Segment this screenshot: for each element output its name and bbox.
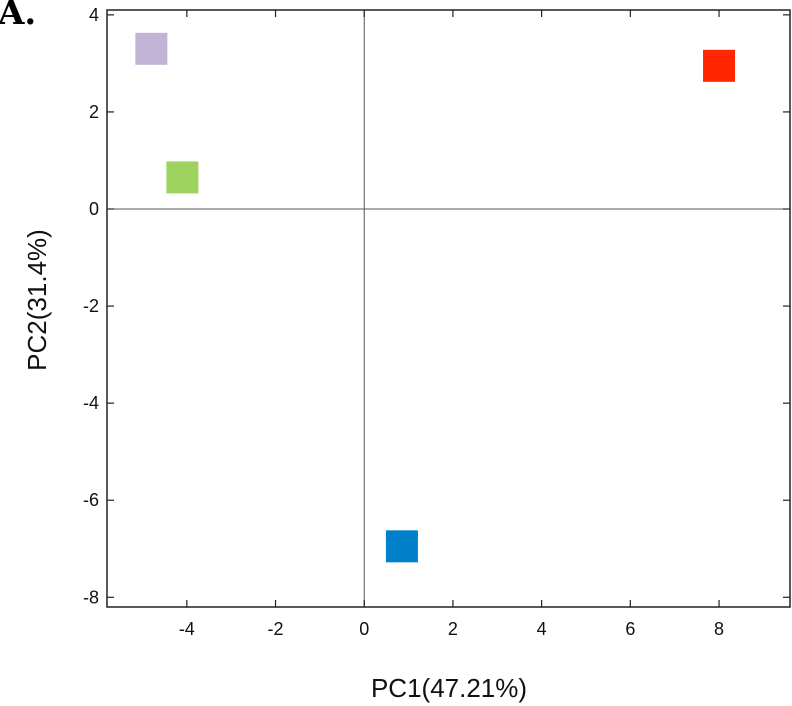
x-axis-ticks: -4 -2 0 2 4 6 8 [179, 10, 724, 639]
x-tick-label: 2 [448, 619, 458, 639]
panel-label: A. [0, 0, 36, 33]
x-tick-label: 4 [537, 619, 547, 639]
x-tick-label: -2 [268, 619, 284, 639]
y-axis-title: PC2(31.4%) [22, 229, 52, 371]
x-axis-title: PC1(47.21%) [371, 673, 527, 703]
y-tick-label: -6 [83, 490, 99, 510]
y-tick-label: -8 [83, 587, 99, 607]
data-point-square [703, 49, 736, 82]
y-tick-label: 0 [89, 199, 99, 219]
reference-lines [107, 10, 790, 607]
plot-frame [106, 9, 791, 608]
x-tick-label: -4 [179, 619, 195, 639]
y-tick-label: 2 [89, 102, 99, 122]
data-points [135, 32, 736, 563]
y-axis-ticks: -8 -6 -4 -2 0 2 4 [83, 5, 790, 607]
data-point-square [385, 530, 418, 563]
y-tick-label: 4 [89, 5, 99, 25]
x-tick-label: 0 [359, 619, 369, 639]
data-point-square [135, 32, 168, 65]
x-tick-label: 6 [625, 619, 635, 639]
x-tick-label: 8 [714, 619, 724, 639]
y-tick-label: -2 [83, 296, 99, 316]
y-tick-label: -4 [83, 393, 99, 413]
data-point-square [166, 161, 199, 194]
